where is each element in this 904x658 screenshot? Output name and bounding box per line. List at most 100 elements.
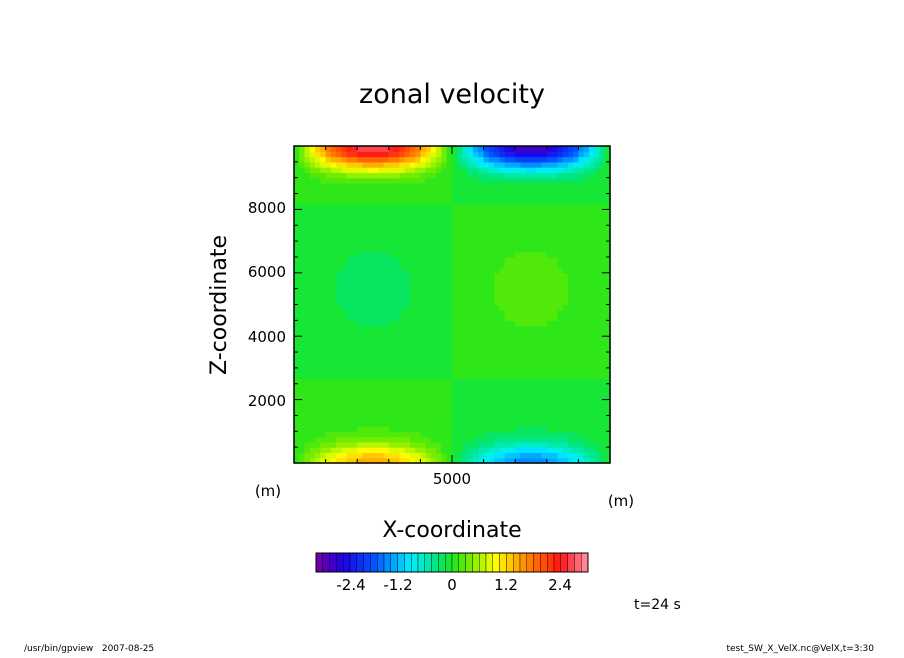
field-cell	[420, 283, 427, 290]
field-cell	[346, 193, 353, 200]
field-cell	[336, 182, 342, 189]
field-cell	[541, 146, 548, 152]
field-cell	[383, 373, 390, 380]
field-cell	[541, 193, 548, 200]
colorbar-swatch	[438, 552, 446, 573]
field-cell	[557, 299, 564, 306]
field-cell	[525, 330, 532, 337]
field-cell	[520, 304, 527, 311]
field-cell	[604, 336, 611, 343]
field-cell	[367, 214, 374, 221]
field-cell	[425, 346, 432, 353]
field-cell	[531, 346, 537, 353]
field-cell	[425, 378, 432, 385]
field-cell	[304, 198, 311, 205]
field-cell	[446, 299, 453, 306]
field-cell	[599, 330, 606, 337]
field-cell	[430, 404, 437, 411]
field-cell	[483, 151, 490, 158]
field-cell	[573, 214, 579, 221]
field-cell	[325, 272, 332, 279]
field-cell	[404, 251, 411, 258]
field-cell	[294, 457, 300, 464]
field-cell	[452, 373, 458, 380]
field-cell	[536, 378, 543, 385]
field-cell	[436, 278, 443, 284]
field-cell	[557, 246, 564, 253]
field-cell	[531, 146, 537, 152]
field-cell	[462, 230, 469, 237]
field-cell	[478, 188, 485, 195]
field-cell	[588, 426, 595, 432]
field-cell	[373, 320, 379, 327]
field-cell	[594, 330, 601, 337]
field-cell	[388, 426, 395, 432]
field-cell	[504, 362, 511, 369]
field-cell	[457, 431, 464, 438]
field-cell	[351, 156, 358, 163]
field-cell	[509, 404, 516, 411]
field-cell	[462, 441, 469, 448]
field-cell	[320, 389, 327, 395]
field-cell	[546, 288, 553, 295]
field-cell	[483, 167, 490, 174]
field-cell	[515, 373, 522, 380]
field-cell	[509, 288, 516, 295]
field-cell	[399, 336, 406, 343]
field-cell	[425, 441, 432, 448]
field-cell	[446, 309, 453, 316]
field-cell	[336, 399, 342, 406]
field-cell	[362, 457, 369, 464]
field-cell	[573, 315, 579, 321]
field-cell	[420, 204, 427, 210]
field-cell	[594, 362, 601, 369]
field-cell	[373, 367, 379, 374]
field-cell	[388, 394, 395, 401]
field-cell	[388, 362, 395, 369]
field-cell	[504, 283, 511, 290]
field-cell	[436, 225, 443, 232]
field-cell	[588, 357, 595, 364]
field-cell	[541, 447, 548, 454]
field-cell	[425, 267, 432, 274]
field-cell	[467, 225, 474, 232]
field-cell	[420, 415, 427, 422]
field-cell	[525, 404, 532, 411]
field-cell	[515, 404, 522, 411]
field-cell	[552, 188, 558, 195]
field-cell	[362, 198, 369, 205]
field-cell	[515, 172, 522, 179]
field-cell	[409, 151, 416, 158]
field-cell	[604, 251, 611, 258]
field-cell	[294, 267, 300, 274]
field-cell	[409, 367, 416, 374]
field-cell	[430, 256, 437, 263]
field-cell	[357, 330, 364, 337]
field-cell	[367, 441, 374, 448]
field-cell	[467, 457, 474, 464]
field-cell	[567, 214, 574, 221]
field-cell	[388, 262, 395, 269]
field-cell	[494, 288, 500, 295]
field-cell	[330, 241, 337, 247]
field-cell	[299, 214, 306, 221]
field-cell	[436, 410, 443, 417]
field-cell	[409, 219, 416, 226]
field-cell	[378, 352, 385, 358]
field-cell	[467, 415, 474, 422]
field-cell	[415, 404, 421, 411]
field-cell	[452, 161, 458, 168]
field-cell	[588, 230, 595, 237]
field-cell	[573, 299, 579, 306]
field-cell	[320, 410, 327, 417]
field-cell	[457, 346, 464, 353]
field-cell	[462, 283, 469, 290]
field-cell	[315, 299, 321, 306]
field-cell	[536, 415, 543, 422]
colorbar-swatch	[377, 552, 385, 573]
field-cell	[494, 267, 500, 274]
field-cell	[325, 235, 332, 242]
field-cell	[562, 336, 569, 343]
field-cell	[531, 367, 537, 374]
field-cell	[357, 278, 364, 284]
